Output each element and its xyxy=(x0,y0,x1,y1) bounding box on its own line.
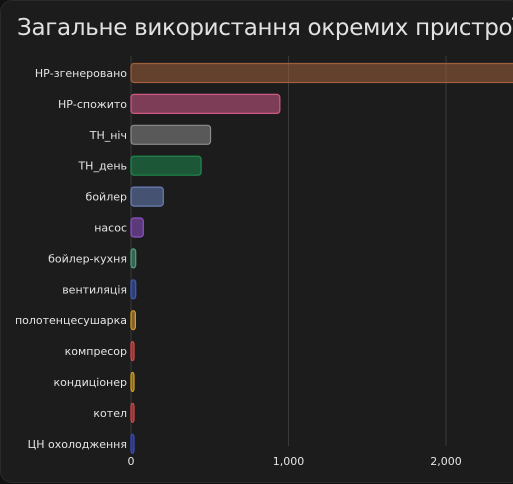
bar xyxy=(130,433,135,454)
bar xyxy=(130,186,164,207)
category-label: кондиціонер xyxy=(53,376,127,389)
category-label: бойлер-кухня xyxy=(48,252,127,265)
bar xyxy=(130,341,135,362)
category-label: НР-згенеровано xyxy=(35,67,127,80)
category-label: компресор xyxy=(65,345,127,358)
x-tick-label: 1,000 xyxy=(273,455,305,468)
bar xyxy=(130,279,137,300)
category-label: ЦН охолодження xyxy=(28,438,127,451)
category-label: насос xyxy=(94,222,127,235)
category-label: ТН_ніч xyxy=(89,129,127,142)
x-tick-label: 2,000 xyxy=(430,455,462,468)
bar xyxy=(130,402,135,423)
category-label: вентиляція xyxy=(62,283,127,296)
bar xyxy=(130,371,135,393)
x-tick-label: 0 xyxy=(128,455,135,468)
bar xyxy=(130,62,513,84)
bar xyxy=(130,217,144,238)
bar xyxy=(130,93,281,115)
bar xyxy=(130,155,202,176)
category-label: НР-спожито xyxy=(58,98,127,111)
category-label: ТН_день xyxy=(77,160,127,173)
category-label: бойлер xyxy=(86,191,127,204)
category-label: полотенцесушарка xyxy=(15,314,127,327)
bar xyxy=(130,124,212,145)
chart-title: Загальне використання окремих пристроїв xyxy=(17,15,513,41)
bar xyxy=(130,248,137,269)
bar xyxy=(130,310,137,331)
category-label: котел xyxy=(93,407,127,420)
